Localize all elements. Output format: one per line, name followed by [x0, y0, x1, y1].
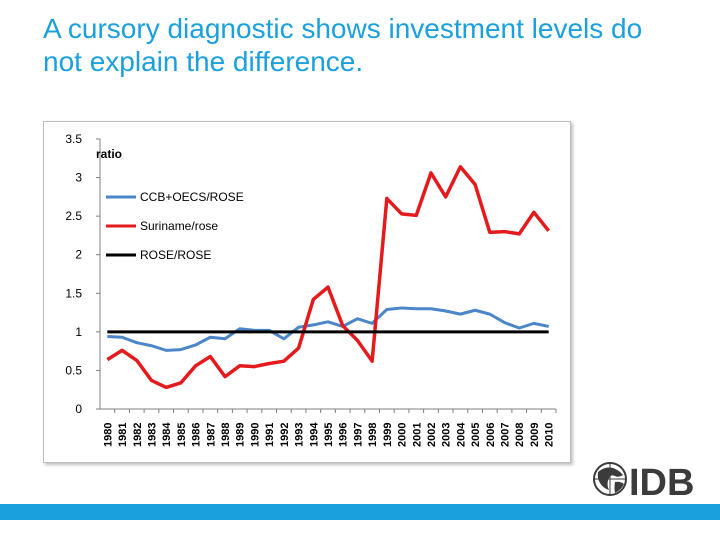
x-tick-label: 1984	[161, 422, 173, 447]
series-line-1	[107, 306, 549, 352]
x-tick-label: 1988	[220, 423, 232, 447]
x-tick-label: 1993	[294, 423, 306, 447]
x-tick-label: 1997	[352, 423, 364, 447]
legend-label: CCB+OECS/ROSE	[140, 190, 244, 204]
logo-text: IDB	[629, 462, 694, 500]
x-tick-label: 2008	[514, 423, 526, 447]
y-tick-label: 2	[75, 248, 82, 262]
x-tick-label: 1987	[205, 423, 217, 447]
y-axis-label: ratio	[96, 147, 122, 161]
line-chart: 00.511.522.533.5 1980 1981 1982 1983 1984 198…	[65, 132, 557, 447]
x-tick-label: 1995	[323, 423, 335, 447]
x-tick-label: 2003	[441, 423, 453, 447]
x-tick-label: 1992	[279, 423, 291, 447]
x-tick-label: 2009	[529, 423, 541, 447]
slide-title: A cursory diagnostic shows investment le…	[43, 13, 643, 77]
x-tick-label: 1985	[176, 423, 188, 447]
x-axis: 1980 1981 1982 1983 1984 1985 1986 1987 1988 1989…	[100, 408, 557, 447]
x-tick-label: 2006	[485, 423, 497, 447]
y-axis: 0 0.5 1 1.5 2 2.5 3 3.5	[65, 132, 101, 416]
series-line-2	[106, 165, 551, 390]
y-tick-label: 3.5	[65, 132, 82, 146]
x-tick-label: 2000	[397, 423, 409, 447]
x-tick-label: 2007	[500, 423, 512, 447]
x-tick-label: 1999	[382, 423, 394, 447]
series-group	[106, 165, 551, 390]
idb-logo: IDB	[593, 462, 694, 500]
y-tick-label: 0	[75, 402, 82, 416]
x-tick-label: 1982	[132, 423, 144, 447]
x-tick-label: 1990	[249, 423, 261, 447]
y-tick-label: 2.5	[65, 209, 82, 223]
x-tick-label: 1980	[102, 423, 114, 447]
x-tick-label: 2004	[455, 422, 467, 447]
chart-frame: 0 0.5 1 1.5 2 2.5 3 3.5 1980 1981 1982 1983 1984 198…	[43, 121, 571, 463]
footer-bar	[0, 504, 720, 520]
y-tick-label: 0.5	[65, 363, 82, 377]
x-tick-label: 1986	[191, 423, 203, 447]
y-tick-label: 3	[75, 171, 82, 185]
x-tick-label: 2002	[426, 423, 438, 447]
y-tick-label: 1.5	[65, 286, 82, 300]
x-tick-label: 1983	[146, 423, 158, 447]
x-tick-label: 1996	[338, 423, 350, 447]
x-tick-label: 1991	[264, 423, 276, 447]
y-tick-label: 1	[75, 325, 82, 339]
x-tick-label: 2001	[411, 423, 423, 447]
x-tick-label: 2010	[544, 423, 556, 447]
legend: CCB+OECS/ROSE Suriname/rose ROSE/ROSE	[106, 190, 244, 262]
x-tick-label: 1998	[367, 423, 379, 447]
globe-icon	[593, 462, 627, 496]
x-tick-label: 1989	[235, 423, 247, 447]
x-tick-label: 2005	[470, 423, 482, 447]
x-tick-label: 1994	[308, 422, 320, 447]
legend-label: ROSE/ROSE	[140, 248, 211, 262]
legend-label: Suriname/rose	[140, 219, 218, 233]
x-tick-label: 1981	[117, 423, 129, 447]
